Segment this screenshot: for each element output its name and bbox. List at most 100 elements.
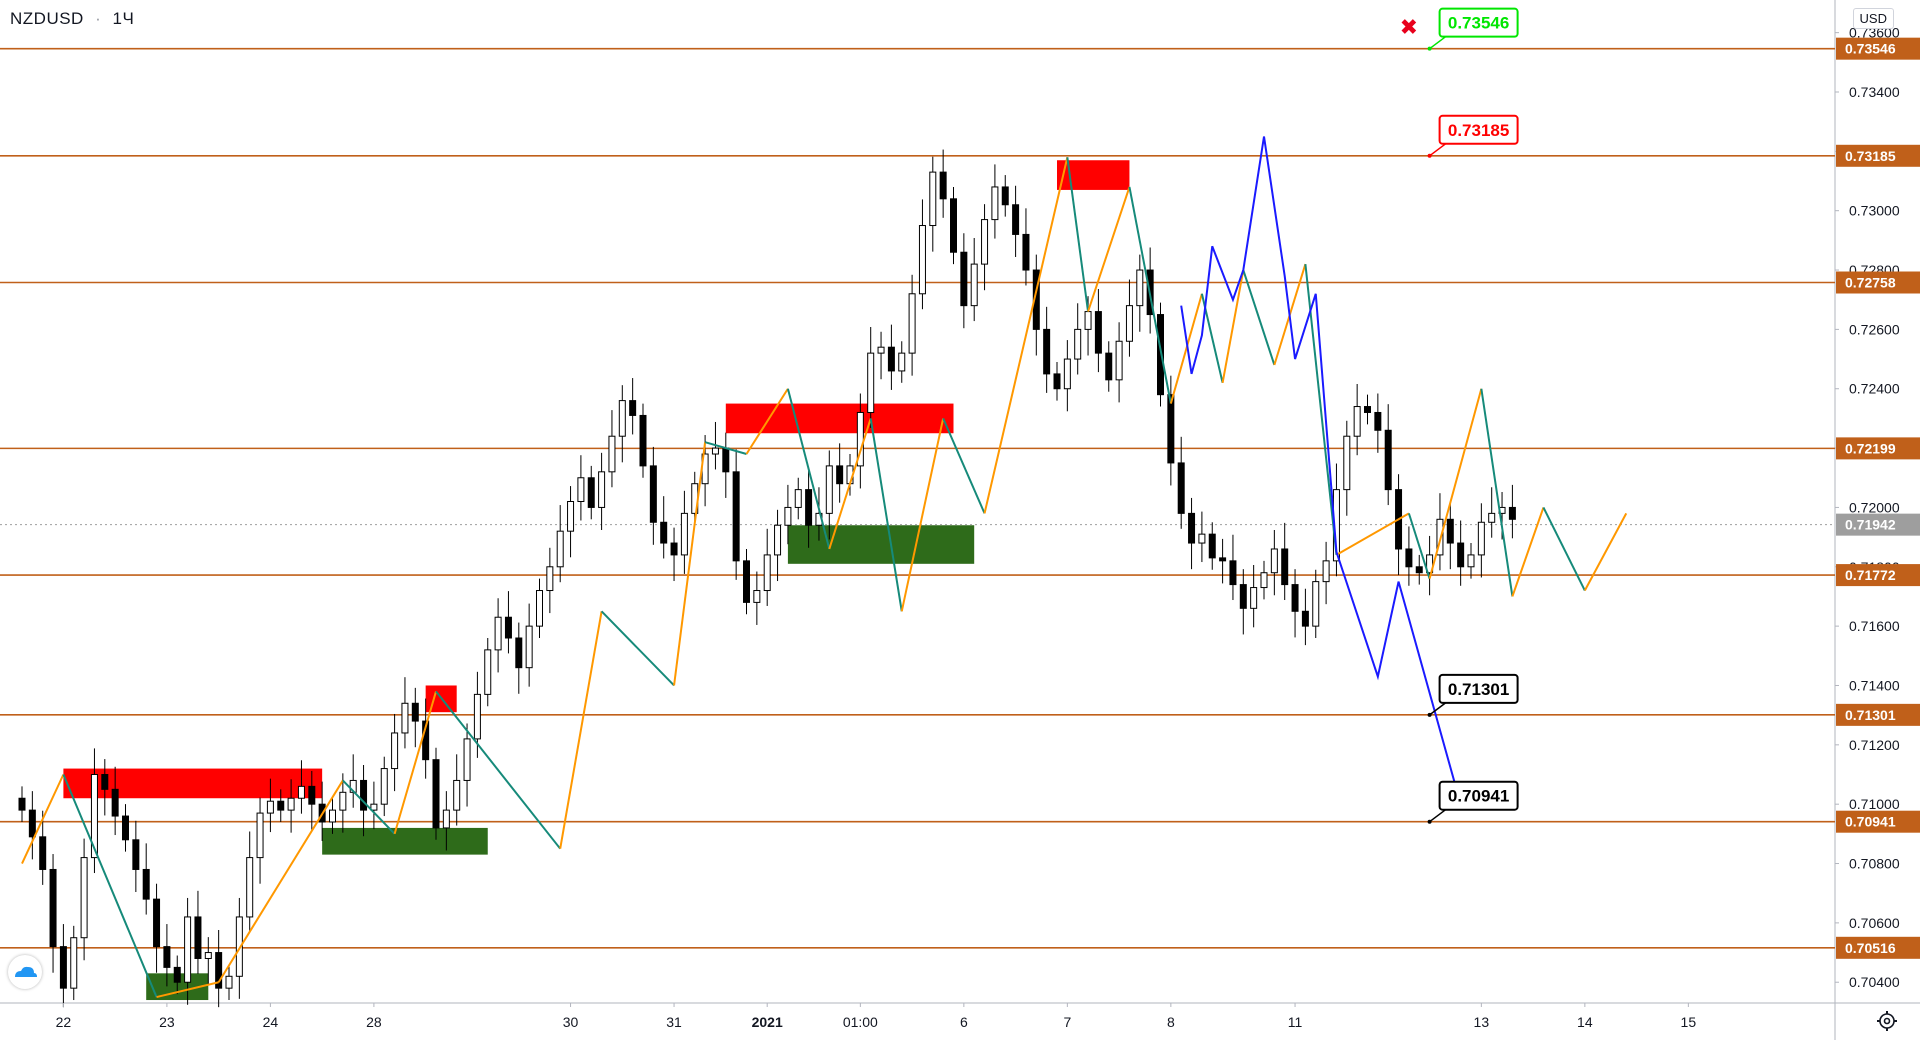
candle: [1094, 289, 1102, 373]
price-tick-label: 0.70600: [1849, 915, 1900, 931]
candle: [1229, 534, 1237, 601]
candle: [1291, 569, 1299, 638]
candle-body: [90, 774, 98, 859]
time-tick-label: 14: [1577, 1014, 1593, 1030]
price-tick-label: 0.72000: [1849, 499, 1900, 515]
price-tick-label: 0.73400: [1849, 84, 1900, 100]
candle: [1457, 520, 1465, 586]
zigzag-up-leg: [156, 981, 219, 999]
candle: [877, 331, 885, 380]
zigzag-down-leg: [1480, 388, 1514, 597]
candle-body: [732, 471, 740, 562]
candle: [153, 883, 161, 973]
candle-body: [49, 868, 57, 948]
candle: [1022, 208, 1030, 286]
candle-body: [411, 702, 419, 722]
zigzag-up-leg: [1583, 512, 1628, 591]
candle: [1477, 503, 1485, 578]
level-badge: [1836, 810, 1920, 833]
candle: [49, 854, 57, 973]
candle-body: [991, 186, 999, 221]
level-badge-label: 0.72758: [1845, 275, 1896, 291]
currency-button[interactable]: USD: [1852, 8, 1894, 29]
candle: [898, 341, 906, 383]
candle-body: [1301, 610, 1309, 627]
forecast-path: [1180, 136, 1462, 805]
target-down1-callout-pointer: [1429, 702, 1447, 716]
candle-body: [370, 803, 378, 811]
candle-body: [774, 524, 782, 556]
candle: [308, 770, 316, 831]
candle-body: [225, 975, 233, 989]
zigzag-up-leg: [828, 418, 872, 550]
candle-body: [1219, 557, 1227, 562]
zigzag-up-leg: [1428, 388, 1483, 579]
candle-body: [629, 400, 637, 416]
candle: [1426, 535, 1434, 596]
candle-body: [1084, 311, 1092, 330]
candle-body: [1343, 435, 1351, 491]
candle-body: [329, 809, 336, 823]
candle: [577, 455, 585, 521]
candle-body: [1281, 548, 1289, 586]
target-up-callout-box: [1438, 7, 1519, 38]
candle-body: [1477, 521, 1485, 556]
candle-body: [163, 946, 171, 968]
candle-body: [494, 616, 502, 651]
candle: [1074, 303, 1082, 375]
candle-body: [805, 489, 813, 526]
candle: [411, 687, 419, 748]
target-down1-callout-label: 0.71301: [1448, 680, 1509, 699]
candle: [1177, 436, 1185, 529]
candle-body: [1291, 584, 1299, 612]
candle-body: [1074, 328, 1082, 360]
candle: [194, 890, 202, 974]
candle: [1384, 404, 1392, 506]
zigzag-down-leg: [62, 774, 158, 998]
candle-body: [39, 836, 47, 870]
price-tick-label: 0.70800: [1849, 856, 1900, 872]
candle-body: [391, 732, 399, 770]
candle-body: [235, 916, 243, 977]
header-separator: ·: [95, 9, 102, 28]
candle-body: [825, 465, 833, 514]
candle-body: [256, 812, 264, 859]
zigzag-down-leg: [704, 441, 747, 455]
candle-body: [939, 171, 947, 200]
candle: [39, 810, 47, 885]
candle: [867, 327, 875, 428]
candle: [111, 766, 119, 836]
level-badge-label: 0.71301: [1845, 707, 1896, 723]
candle-body: [639, 414, 647, 467]
gear-icon[interactable]: [1876, 1010, 1898, 1032]
zigzag-up-leg: [745, 388, 789, 455]
candle: [297, 760, 305, 814]
candle: [163, 924, 171, 987]
candle-body: [836, 465, 844, 485]
candle: [380, 756, 388, 817]
candle: [504, 591, 512, 654]
candle-body: [1405, 548, 1413, 568]
level-badge-label: 0.73185: [1845, 148, 1896, 164]
zigzag-down-leg: [1128, 186, 1172, 404]
candle-body: [753, 590, 761, 603]
candle-body: [453, 779, 461, 811]
candle-body: [1012, 204, 1020, 235]
candle-body: [432, 759, 440, 829]
candle: [1125, 279, 1133, 357]
candle: [649, 446, 657, 545]
candle: [1001, 175, 1009, 217]
candle: [453, 754, 461, 826]
candle: [70, 925, 78, 1001]
price-tick-label: 0.71000: [1849, 796, 1900, 812]
symbol-header: NZDUSD · 1Ч: [10, 9, 134, 29]
interval-label[interactable]: 1Ч: [112, 9, 135, 28]
candle-body: [1022, 233, 1030, 271]
level-badge: [1836, 564, 1920, 587]
zigzag-down-leg: [1407, 513, 1431, 579]
price-tick-label: 0.71600: [1849, 618, 1900, 634]
candle: [525, 603, 533, 687]
zigzag-up-leg: [1335, 512, 1410, 556]
candle-body: [1043, 328, 1051, 375]
